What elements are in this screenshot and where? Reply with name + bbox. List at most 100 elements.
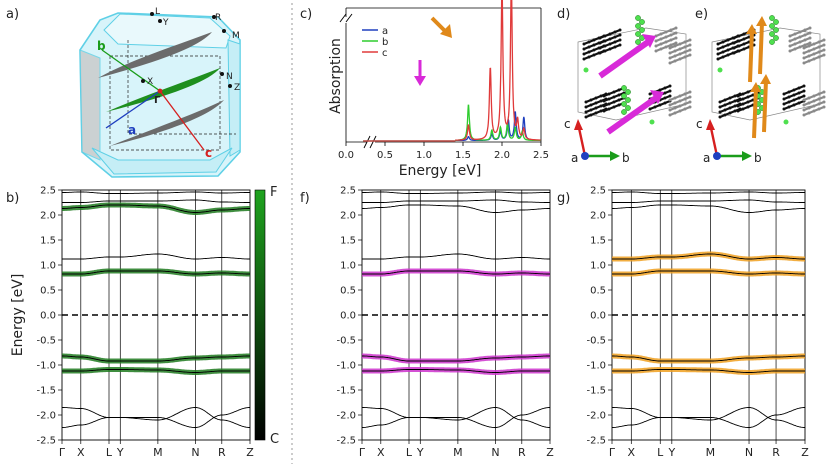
absorption-chart: 0.0 0.5 1.0 1.5 2.0 2.5 Energy [eV] Absorptio… bbox=[328, 0, 549, 179]
molecule-atom bbox=[603, 39, 607, 43]
bz-axis-label-b: b bbox=[97, 39, 106, 53]
fluorine-atom bbox=[769, 31, 775, 37]
abs-legend: abc bbox=[362, 26, 388, 59]
molecule-atom bbox=[683, 102, 687, 106]
molecule-atom bbox=[603, 49, 607, 53]
bz-gamma-point bbox=[157, 88, 163, 94]
panel-label-b: b) bbox=[6, 191, 19, 206]
bz-axis-label-c: c bbox=[205, 146, 212, 160]
y-tick-label: 2.5 bbox=[340, 186, 356, 197]
abs-y-label: Absorption bbox=[328, 38, 344, 114]
y-tick-label: 1.5 bbox=[40, 236, 56, 247]
molecule-atom bbox=[817, 40, 821, 44]
bz-inner-box-back bbox=[127, 40, 236, 135]
molecule-atom bbox=[582, 47, 586, 51]
bz-point-X bbox=[141, 79, 145, 83]
molecule-atom bbox=[822, 43, 826, 47]
band-line bbox=[62, 204, 250, 213]
molecule-atom bbox=[787, 100, 791, 104]
bz-point-N bbox=[220, 72, 224, 76]
molecule-atom bbox=[716, 42, 720, 46]
molecule-atom bbox=[782, 92, 786, 96]
fluorine-atom bbox=[783, 119, 789, 125]
d-axis-label-a: a bbox=[571, 151, 578, 165]
transition-dipole-arrow bbox=[748, 29, 754, 83]
transition-dipole-arrow bbox=[752, 87, 758, 139]
band-structure-b: Γ X L Y M N R Z 2.5 2.0 1.5 1.0 0.5 0.0 -0.5 -1.0 -1.5 -2… bbox=[36, 186, 254, 460]
molecule-atom bbox=[678, 109, 682, 113]
band-line bbox=[362, 199, 550, 203]
molecule-atom bbox=[659, 47, 663, 51]
bz-side-face bbox=[79, 49, 101, 161]
molecule-atom bbox=[798, 45, 802, 49]
molecule-atom bbox=[736, 104, 740, 108]
molecule-atom bbox=[663, 86, 667, 90]
abs-arrow-orange-shaft bbox=[430, 16, 448, 34]
molecule-atom bbox=[618, 38, 622, 42]
transition-dipole-arrow bbox=[758, 21, 764, 75]
molecule-atom bbox=[822, 95, 826, 99]
molecule-atom bbox=[668, 46, 672, 50]
d-axis-c-head bbox=[574, 119, 583, 130]
band-line bbox=[62, 253, 250, 260]
molecule-atom bbox=[812, 52, 816, 56]
fluorine-atom bbox=[639, 27, 645, 33]
fluorine-atom bbox=[635, 15, 641, 21]
molecule-atom bbox=[782, 107, 786, 111]
molecule-atom bbox=[673, 106, 677, 110]
molecule-atom bbox=[798, 30, 802, 34]
molecule-atom bbox=[612, 95, 616, 99]
molecule-atom bbox=[673, 59, 677, 63]
molecule-atom bbox=[721, 50, 725, 54]
molecule-atom bbox=[733, 104, 737, 108]
y-tick-label: -2.5 bbox=[586, 436, 606, 447]
molecule-atom bbox=[673, 111, 677, 115]
k-label: N bbox=[191, 446, 199, 459]
molecule-atom bbox=[716, 47, 720, 51]
molecule-atom bbox=[803, 38, 807, 42]
k-label: X bbox=[377, 446, 385, 459]
fluorine-atom bbox=[773, 19, 779, 25]
y-tick-label: -2.0 bbox=[36, 411, 56, 422]
y-tick-label: -2.0 bbox=[586, 411, 606, 422]
band-line bbox=[612, 191, 805, 194]
molecule-atom bbox=[664, 30, 668, 34]
y-tick-label: -1.0 bbox=[36, 361, 56, 372]
molecule-atom bbox=[802, 103, 806, 107]
molecule-atom bbox=[683, 45, 687, 49]
molecule-atom bbox=[673, 54, 677, 58]
molecule-atom bbox=[822, 53, 826, 57]
y-tick-label: 0.0 bbox=[590, 311, 606, 322]
bz-b-axis bbox=[101, 49, 161, 92]
molecule-atom bbox=[797, 91, 801, 95]
y-tick-label: -1.5 bbox=[336, 386, 356, 397]
y-tick-label: 1.0 bbox=[340, 261, 356, 272]
molecule-atom bbox=[716, 52, 720, 56]
molecule-atom bbox=[792, 93, 796, 97]
molecule-atom bbox=[723, 103, 727, 107]
y-tick-label: 1.5 bbox=[590, 236, 606, 247]
molecule-atom bbox=[793, 47, 797, 51]
molecule-atom bbox=[582, 52, 586, 56]
abs-x-tick-label: 0.0 bbox=[338, 150, 354, 161]
molecule-atom bbox=[674, 31, 678, 35]
fluorine-atom bbox=[583, 67, 589, 73]
band-y-label: Energy [eV] bbox=[10, 274, 26, 357]
molecule-atom bbox=[803, 33, 807, 37]
d-axis-b-head bbox=[610, 151, 620, 161]
transition-dipole-arrow-head bbox=[750, 82, 761, 92]
bz-a-axis bbox=[105, 90, 161, 129]
molecule-atom bbox=[802, 113, 806, 117]
molecule-atom bbox=[608, 42, 612, 46]
e-axis-c bbox=[709, 127, 719, 157]
molecule-atom bbox=[782, 102, 786, 106]
bz-axis-label-a: a bbox=[128, 123, 136, 137]
panel-label-a: a) bbox=[6, 7, 19, 22]
e-axis-label-a: a bbox=[703, 151, 710, 165]
panel-label-e: e) bbox=[695, 7, 708, 22]
molecule-atom bbox=[599, 109, 603, 113]
molecule-atom bbox=[728, 111, 732, 115]
k-label: Y bbox=[116, 446, 124, 459]
molecule-atom bbox=[741, 102, 745, 106]
